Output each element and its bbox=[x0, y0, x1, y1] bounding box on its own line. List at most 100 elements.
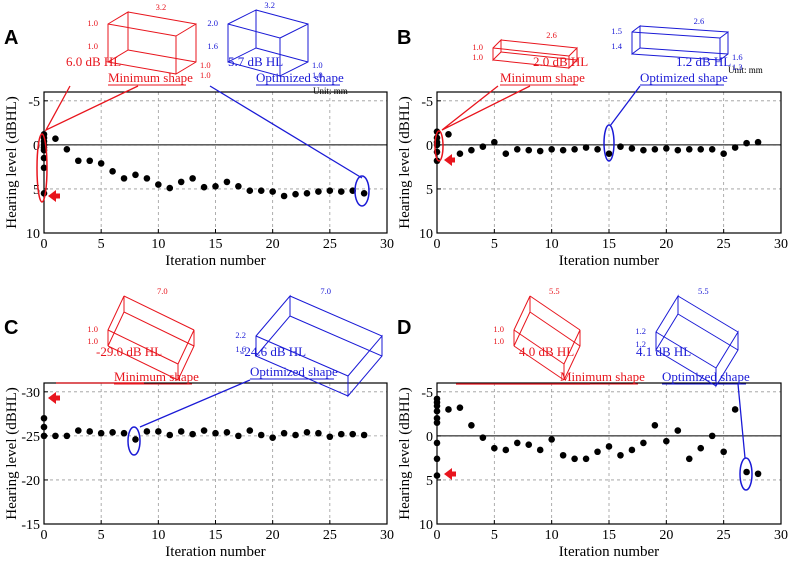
data-point bbox=[433, 419, 441, 426]
data-point bbox=[594, 145, 601, 153]
data-point bbox=[109, 168, 116, 175]
data-point bbox=[143, 175, 151, 182]
minimum-callout-line bbox=[44, 85, 139, 132]
data-point bbox=[315, 188, 322, 195]
data-point bbox=[40, 432, 48, 440]
optimized-shape-diagram-dimension: 5.5 bbox=[698, 286, 709, 296]
minimum-shape-diagram-edge bbox=[500, 51, 578, 61]
optimized-shape-label: Optimized shape bbox=[256, 70, 344, 85]
optimized-shape-diagram-dimension: 1.2 bbox=[635, 339, 646, 349]
data-point bbox=[594, 448, 601, 456]
x-tick-label: 15 bbox=[602, 237, 616, 252]
data-point bbox=[246, 427, 254, 434]
optimized-callout-line bbox=[139, 379, 251, 428]
data-point bbox=[433, 439, 441, 447]
minimum-shape-diagram-front-face bbox=[107, 11, 129, 63]
minimum-shape-label: Minimum shape bbox=[108, 70, 193, 85]
minimum-shape-diagram-edge bbox=[123, 295, 195, 331]
data-point bbox=[663, 437, 670, 445]
data-point bbox=[86, 428, 94, 435]
data-point bbox=[479, 143, 487, 150]
data-point bbox=[166, 431, 174, 439]
data-point bbox=[109, 429, 116, 436]
minimum-shape-diagram-edge bbox=[513, 345, 565, 381]
x-tick-label: 0 bbox=[434, 528, 441, 543]
data-point bbox=[223, 429, 231, 436]
optimized-callout-line bbox=[609, 85, 641, 127]
data-point bbox=[731, 144, 739, 151]
data-point bbox=[40, 164, 48, 172]
x-tick-label: 10 bbox=[151, 237, 165, 252]
data-point bbox=[628, 145, 636, 152]
minimum-shape-value: 6.0 dB HL bbox=[66, 54, 121, 69]
x-tick-label: 20 bbox=[659, 237, 673, 252]
data-point bbox=[75, 157, 82, 165]
data-point bbox=[280, 429, 288, 437]
optimized-shape-diagram-dimension: 1.3 bbox=[732, 62, 743, 72]
optimized-shape-diagram-dimension: 1.6 bbox=[732, 52, 743, 62]
optimized-callout-line bbox=[209, 85, 363, 179]
minimum-shape-diagram-dimension: 1.0 bbox=[87, 336, 98, 346]
minimum-shape-diagram-dimension: 1.0 bbox=[87, 18, 98, 28]
minimum-arrow bbox=[444, 468, 456, 480]
data-point bbox=[582, 455, 590, 463]
minimum-shape-diagram-edge bbox=[123, 311, 195, 347]
data-point bbox=[605, 443, 613, 450]
optimized-shape-label: Optimized shape bbox=[662, 369, 750, 384]
y-tick-label: -5 bbox=[421, 386, 433, 401]
x-tick-label: 25 bbox=[323, 237, 337, 252]
x-tick-label: 15 bbox=[209, 528, 223, 543]
data-point bbox=[40, 414, 48, 422]
data-point bbox=[303, 429, 311, 436]
minimum-shape-diagram-front-face bbox=[107, 295, 125, 347]
minimum-shape-diagram-dimension: 1.0 bbox=[493, 324, 504, 334]
data-point bbox=[166, 184, 174, 192]
x-tick-label: 15 bbox=[602, 528, 616, 543]
optimized-shape-diagram-edge bbox=[255, 355, 349, 397]
data-point bbox=[743, 139, 750, 147]
data-point bbox=[697, 444, 705, 452]
data-point bbox=[513, 439, 521, 447]
minimum-shape-diagram-dimension: 1.0 bbox=[200, 70, 211, 80]
data-point bbox=[337, 188, 345, 195]
optimized-shape-diagram-edge bbox=[255, 9, 309, 25]
optimized-shape-diagram-edge bbox=[289, 315, 383, 357]
data-point bbox=[52, 135, 59, 143]
optimized-shape-diagram-front-face bbox=[631, 25, 641, 55]
minimum-shape-diagram-dimension: 1.0 bbox=[472, 42, 483, 52]
x-tick-label: 30 bbox=[774, 237, 788, 252]
data-point bbox=[708, 145, 716, 153]
y-tick-label: 5 bbox=[426, 183, 433, 198]
unit-label: Unit: mm bbox=[313, 86, 348, 96]
optimized-shape-diagram-edge bbox=[227, 23, 281, 39]
x-tick-label: 5 bbox=[98, 528, 105, 543]
data-point bbox=[280, 192, 288, 200]
x-tick-label: 25 bbox=[717, 528, 731, 543]
data-point bbox=[143, 428, 151, 435]
y-tick-label: -25 bbox=[21, 430, 40, 445]
data-point bbox=[548, 145, 555, 153]
optimized-shape-diagram-edge bbox=[227, 61, 281, 77]
optimized-shape-diagram-edge bbox=[655, 349, 717, 387]
optimized-shape-diagram-dimension: 7.0 bbox=[320, 286, 331, 296]
data-point bbox=[349, 430, 357, 438]
x-tick-label: 0 bbox=[41, 528, 48, 543]
data-point bbox=[212, 182, 219, 190]
data-point bbox=[433, 407, 441, 415]
data-point bbox=[754, 470, 762, 478]
minimum-arrow bbox=[48, 190, 60, 202]
optimized-shape-diagram-edge bbox=[677, 313, 739, 351]
optimized-highlight bbox=[739, 457, 753, 491]
y-tick-label: 5 bbox=[426, 474, 433, 489]
data-point bbox=[663, 145, 670, 152]
data-point bbox=[177, 178, 185, 186]
data-point bbox=[315, 429, 322, 437]
minimum-shape-diagram-dimension: 5.5 bbox=[549, 286, 560, 296]
y-tick-label: 0 bbox=[33, 139, 40, 154]
x-tick-label: 0 bbox=[434, 237, 441, 252]
data-point bbox=[269, 434, 276, 441]
optimized-shape-diagram bbox=[631, 25, 729, 61]
optimized-shape-diagram-dimension: 3.2 bbox=[264, 0, 275, 10]
